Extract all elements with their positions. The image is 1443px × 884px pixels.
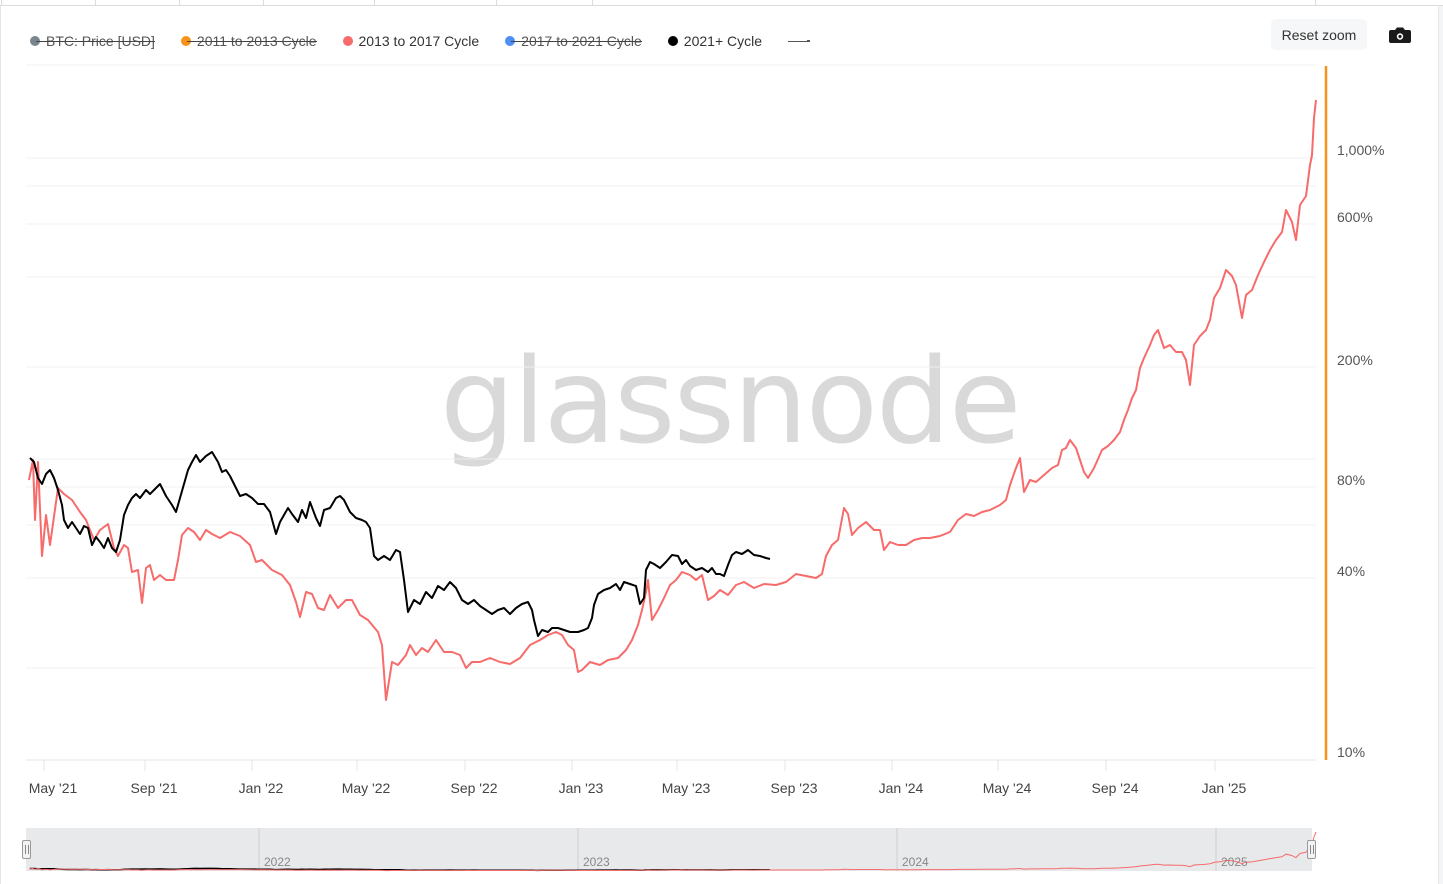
tab-divider — [374, 0, 375, 5]
legend-item-2013-2017-cycle[interactable]: 2013 to 2017 Cycle — [342, 33, 480, 49]
tab-divider — [592, 0, 593, 5]
x-tick-label: Sep '22 — [450, 780, 498, 796]
navigator-year-label: 2022 — [264, 855, 291, 869]
y-tick-label: 200% — [1337, 352, 1373, 369]
legend-dot-icon — [505, 36, 516, 46]
legend-item-2021-cycle[interactable]: 2021+ Cycle — [667, 33, 763, 49]
navigator-year-label: 2024 — [902, 855, 929, 869]
legend-dot-icon — [30, 36, 40, 46]
navigator-year-label: 2025 — [1221, 855, 1248, 869]
reset-zoom-button[interactable]: Reset zoom — [1271, 19, 1367, 50]
tab-divider — [1, 0, 2, 5]
x-tick-label: May '21 — [28, 780, 78, 796]
x-tick-label: May '23 — [661, 780, 711, 796]
tab-divider — [263, 0, 264, 5]
x-tick-label: Jan '23 — [558, 780, 604, 796]
chart-legend: BTC: Price [USD] 2011 to 2013 Cycle 2013… — [30, 30, 836, 52]
left-border — [0, 6, 1, 884]
y-tick-label: 1,000% — [1337, 142, 1385, 158]
tab-divider — [496, 0, 497, 5]
legend-item-extra-line[interactable] — [788, 39, 811, 42]
y-tick-label: 40% — [1337, 562, 1366, 579]
top-tab-bar — [0, 0, 1443, 6]
tab-divider — [179, 0, 180, 5]
legend-item-btc-price[interactable]: BTC: Price [USD] — [30, 33, 155, 49]
legend-dot-icon — [180, 36, 191, 46]
x-tick-label: Sep '23 — [770, 780, 818, 796]
x-tick-label: Sep '21 — [130, 780, 178, 796]
camera-icon[interactable] — [1389, 27, 1411, 43]
y-tick-label: 10% — [1337, 744, 1366, 760]
legend-label: 2013 to 2017 Cycle — [358, 33, 480, 49]
x-tick-label: May '24 — [982, 780, 1032, 796]
legend-item-2017-2021-cycle[interactable]: 2017 to 2021 Cycle — [505, 33, 642, 49]
navigator-year-label: 2023 — [583, 855, 610, 869]
legend-dot-icon — [667, 36, 678, 46]
legend-dot-icon — [342, 36, 353, 46]
y-tick-label: 600% — [1337, 208, 1373, 225]
series-line-2021-cycle[interactable] — [29, 451, 771, 637]
x-tick-label: Jan '24 — [878, 780, 924, 796]
y-tick-label: 80% — [1337, 472, 1366, 489]
x-tick-label: Jan '25 — [1201, 780, 1247, 796]
legend-label: 2021+ Cycle — [683, 33, 763, 49]
navigator-left-handle[interactable] — [22, 840, 31, 859]
page-scrollbar[interactable] — [1438, 6, 1443, 884]
tab-divider — [95, 0, 96, 5]
x-tick-label: Sep '24 — [1091, 780, 1139, 796]
legend-item-2011-2013-cycle[interactable]: 2011 to 2013 Cycle — [180, 33, 317, 49]
navigator-right-handle[interactable] — [1307, 840, 1316, 859]
navigator-range-selector[interactable] — [26, 828, 1312, 871]
x-tick-label: Jan '22 — [238, 780, 284, 796]
tab-divider — [1315, 0, 1316, 5]
line-symbol-icon — [788, 39, 811, 42]
navigator-series-line — [28, 831, 1317, 872]
series-line-2013-to-2017-cycle[interactable] — [28, 99, 1317, 701]
x-tick-label: May '22 — [341, 780, 391, 796]
